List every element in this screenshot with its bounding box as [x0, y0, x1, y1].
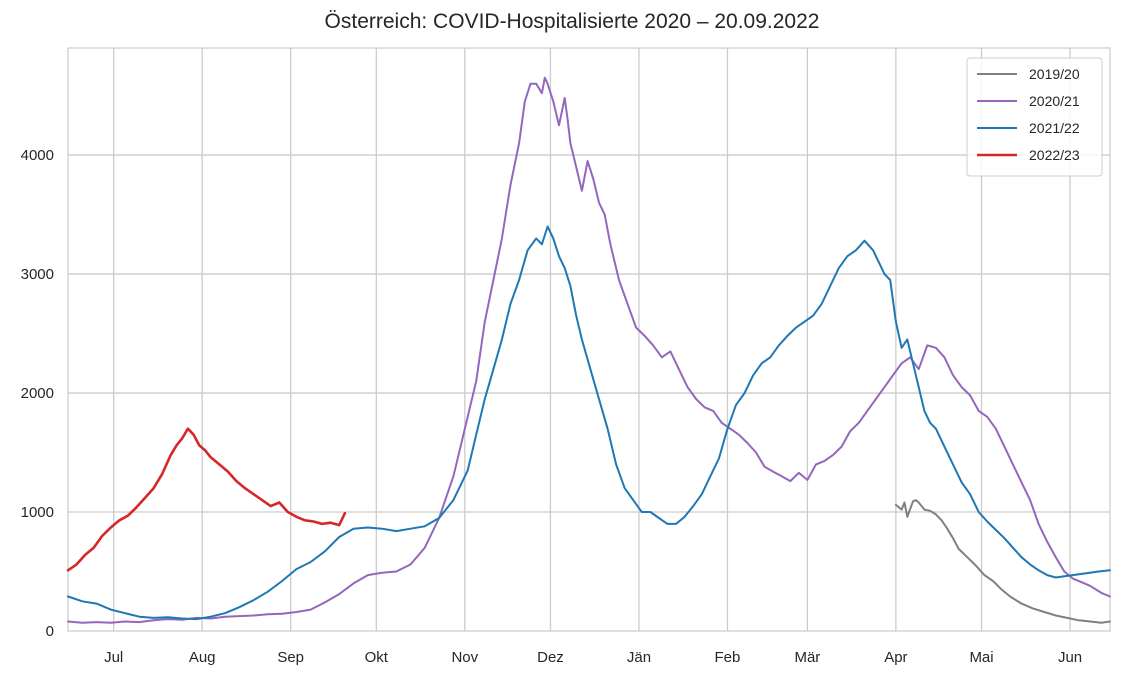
- y-tick-label: 1000: [21, 504, 54, 521]
- x-tick-label: Okt: [365, 649, 389, 666]
- grid-layer: [68, 48, 1110, 631]
- series-line-2021-22: [67, 225, 1111, 621]
- series-line-2022-23: [66, 427, 347, 572]
- legend-label: 2021/22: [1029, 120, 1080, 136]
- x-tick-label: Jul: [104, 649, 123, 666]
- y-tick-label: 4000: [21, 147, 54, 164]
- chart-title: Österreich: COVID-Hospitalisierte 2020 –…: [324, 10, 820, 33]
- x-tick-label: Jän: [627, 649, 651, 666]
- series-layer: [66, 76, 1111, 624]
- x-tick-label: Sep: [277, 649, 304, 666]
- series-line-2020-21: [67, 76, 1111, 624]
- legend: 2019/20 2020/21 2021/22 2022/23: [966, 57, 1103, 177]
- x-tick-label: Apr: [884, 649, 907, 666]
- legend-label: 2022/23: [1029, 147, 1080, 163]
- x-tick-label: Aug: [189, 649, 216, 666]
- y-tick-label: 2000: [21, 385, 54, 402]
- legend-label: 2020/21: [1029, 93, 1080, 109]
- x-tick-label: Mär: [794, 649, 820, 666]
- x-tick-label: Jun: [1058, 649, 1082, 666]
- x-tick-label: Dez: [537, 649, 564, 666]
- legend-box: [966, 57, 1103, 177]
- plot-frame: [67, 47, 1111, 632]
- x-tick-label: Mai: [969, 649, 993, 666]
- y-tick-label: 0: [46, 623, 54, 640]
- y-tick-label: 3000: [21, 266, 54, 283]
- series-line-2019-20: [894, 499, 1111, 624]
- legend-label: 2019/20: [1029, 66, 1080, 82]
- tick-layer: 0 1000 2000 3000 4000 Jul Aug Sep Okt Nov Dez Jän Fe…: [21, 147, 1083, 666]
- x-tick-label: Nov: [451, 649, 478, 666]
- x-tick-label: Feb: [715, 649, 741, 666]
